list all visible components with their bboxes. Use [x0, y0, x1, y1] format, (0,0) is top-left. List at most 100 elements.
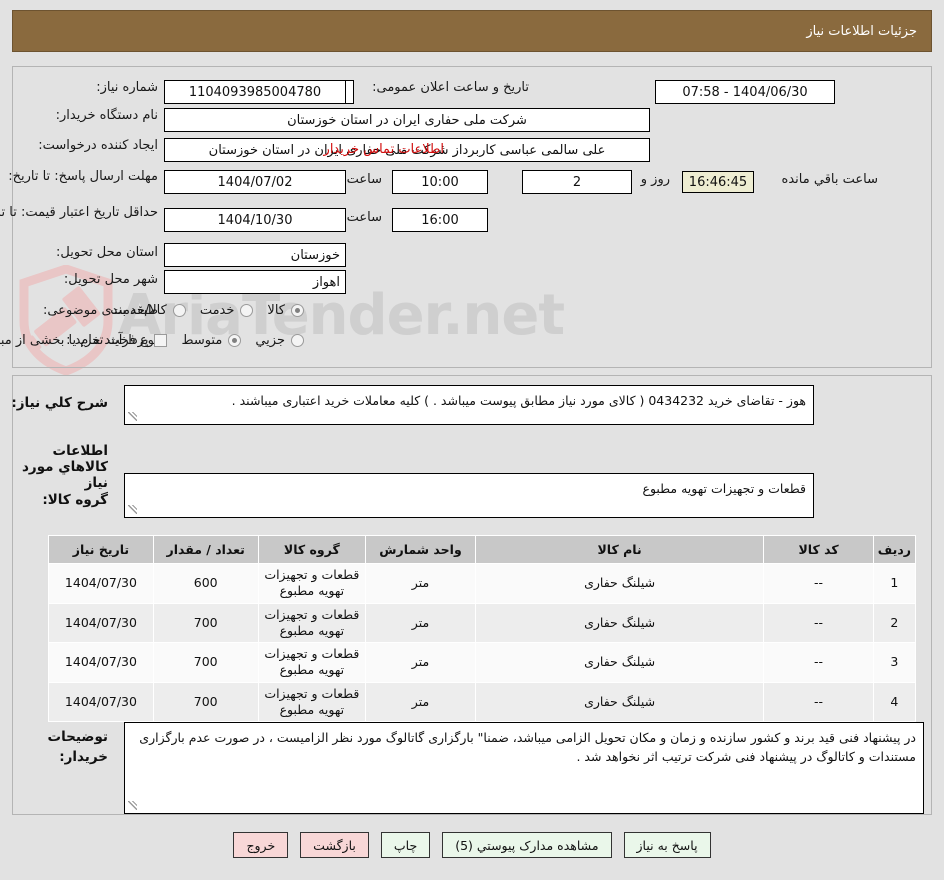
deadline-label: مهلت ارسال پاسخ: تا تاریخ:	[8, 169, 158, 184]
table-header-row: ردیف کد کالا نام کالا واحد شمارش گروه کا…	[48, 535, 917, 564]
goods-group-label: گروه کالا:	[42, 492, 108, 508]
table-row[interactable]: 4 -- شیلنگ حفاری متر قطعات و تجهیزات تهو…	[48, 681, 917, 722]
radio-category-kala-khedmat-label: کالا/خدمت	[110, 303, 167, 318]
checkbox-treasury-bonds[interactable]	[154, 334, 168, 347]
cell-radif: 4	[872, 681, 917, 722]
col-radif: ردیف	[872, 535, 917, 564]
cell-tarikh: 1404/07/30	[48, 681, 154, 722]
countdown-suffix-label: ساعت باقي مانده	[781, 172, 878, 187]
announce-date-label: تاریخ و ساعت اعلان عمومی:	[372, 80, 529, 95]
cell-vahed: متر	[365, 602, 476, 643]
radio-process-jozee-label: جزیي	[255, 333, 285, 348]
validity-hour-label: ساعت	[346, 210, 382, 225]
announce-date-field[interactable]: 1404/06/30 - 07:58	[655, 80, 835, 104]
requester-field[interactable]: علی سالمی عباسی کاربرداز شرکت ملی حفاری …	[164, 138, 650, 162]
action-buttons-bar: پاسخ به نیاز مشاهده مدارک پیوستي (5) چاپ…	[0, 832, 944, 858]
row-need-number: شماره نیاز:	[18, 80, 158, 95]
cell-goroh: قطعات و تجهیزات تهویه مطبوع	[257, 642, 367, 683]
requester-label: ایجاد کننده درخواست:	[38, 138, 158, 153]
print-button[interactable]: چاپ	[380, 832, 431, 858]
radio-category-khedmat[interactable]	[240, 304, 254, 317]
deadline-date-field[interactable]: 1404/07/02	[164, 170, 346, 194]
buyer-notes-textarea[interactable]: در پیشنهاد فنی قید برند و کشور سازنده و …	[124, 722, 924, 814]
col-nam-kala: نام کالا	[474, 535, 765, 564]
buyer-org-label: نام دستگاه خریدار:	[55, 108, 158, 123]
cell-radif: 3	[872, 642, 917, 683]
validity-date-field[interactable]: 1404/10/30	[164, 208, 346, 232]
row-deadline: مهلت ارسال پاسخ: تا تاریخ:	[8, 168, 158, 186]
deadline-hour-field[interactable]: 10:00	[392, 170, 488, 194]
row-requester: ایجاد کننده درخواست:	[18, 138, 158, 153]
description-label: شرح کلي نیاز:	[11, 395, 108, 411]
buyer-contact-link[interactable]: اطلاعات تماس خریدار	[323, 142, 444, 157]
table-row[interactable]: 1 -- شیلنگ حفاری متر قطعات و تجهیزات تهو…	[48, 563, 917, 604]
cell-goroh: قطعات و تجهیزات تهویه مطبوع	[257, 681, 367, 722]
deadline-hour-label: ساعت	[346, 172, 382, 187]
table-row[interactable]: 3 -- شیلنگ حفاری متر قطعات و تجهیزات تهو…	[48, 642, 917, 683]
need-info-panel	[12, 66, 932, 368]
need-details-panel	[12, 375, 932, 815]
cell-tedad: 600	[152, 563, 259, 604]
cell-nam-kala: شیلنگ حفاری	[474, 681, 765, 722]
description-textarea[interactable]: هوز - تقاضای خرید 0434232 ( کالای مورد ن…	[124, 385, 814, 425]
countdown-timer: 16:46:45	[682, 171, 754, 193]
radio-category-khedmat-label: خدمت	[199, 303, 235, 318]
row-buyer-org: نام دستگاه خریدار:	[18, 108, 158, 123]
cell-tarikh: 1404/07/30	[48, 602, 154, 643]
need-number-label: شماره نیاز:	[96, 80, 158, 95]
row-validity: حداقل تاریخ اعتبار قیمت: تا تاریخ:	[0, 204, 158, 222]
province-label: استان محل تحویل:	[56, 245, 158, 260]
goods-section-heading: اطلاعات کالاهاي مورد نیاز	[22, 443, 108, 491]
need-number-field[interactable]: 1104093985004780	[164, 80, 346, 104]
remaining-days-field[interactable]: 2	[522, 170, 632, 194]
cell-vahed: متر	[365, 681, 476, 722]
cell-kod-kala: --	[763, 681, 874, 722]
cell-nam-kala: شیلنگ حفاری	[474, 563, 765, 604]
respond-to-need-button[interactable]: پاسخ به نیاز	[623, 832, 711, 858]
cell-kod-kala: --	[763, 602, 874, 643]
back-button[interactable]: بازگشت	[300, 832, 369, 858]
cell-tedad: 700	[152, 642, 259, 683]
cell-nam-kala: شیلنگ حفاری	[474, 642, 765, 683]
province-field[interactable]: خوزستان	[164, 243, 346, 267]
exit-button[interactable]: خروج	[233, 832, 289, 858]
table-row[interactable]: 2 -- شیلنگ حفاری متر قطعات و تجهیزات تهو…	[48, 602, 917, 643]
goods-table: ردیف کد کالا نام کالا واحد شمارش گروه کا…	[48, 535, 917, 722]
announce-date-label-wrap: تاریخ و ساعت اعلان عمومی:	[372, 80, 529, 95]
cell-nam-kala: شیلنگ حفاری	[474, 602, 765, 643]
buyer-org-field[interactable]: شرکت ملی حفاری ایران در استان خوزستان	[164, 108, 650, 132]
category-radio-group: کالا خدمت کالا/خدمت	[100, 303, 308, 318]
radio-category-kala[interactable]	[291, 304, 304, 317]
validity-label: حداقل تاریخ اعتبار قیمت: تا تاریخ:	[0, 205, 158, 220]
radio-category-kala-khedmat[interactable]	[172, 304, 186, 317]
city-label: شهر محل تحویل:	[63, 272, 158, 287]
col-kod-kala: کد کالا	[763, 535, 874, 564]
radio-process-motevaset-label: متوسط	[181, 333, 223, 348]
cell-goroh: قطعات و تجهیزات تهویه مطبوع	[257, 602, 367, 643]
radio-category-kala-label: کالا	[267, 303, 285, 318]
goods-group-textarea[interactable]: قطعات و تجهیزات تهویه مطبوع	[124, 473, 814, 518]
cell-tarikh: 1404/07/30	[48, 642, 154, 683]
window-title-bar: جزئیات اطلاعات نیاز	[12, 10, 932, 52]
cell-tedad: 700	[152, 681, 259, 722]
view-attachments-button[interactable]: مشاهده مدارک پیوستي (5)	[442, 832, 612, 858]
cell-goroh: قطعات و تجهیزات تهویه مطبوع	[257, 563, 367, 604]
radio-process-jozee[interactable]	[291, 334, 304, 347]
validity-hour-field[interactable]: 16:00	[392, 208, 488, 232]
cell-radif: 1	[872, 563, 917, 604]
col-tarikh: تاریخ نیاز	[48, 535, 154, 564]
row-province: استان محل تحویل:	[18, 245, 158, 260]
days-label: روز و	[640, 172, 670, 187]
col-goroh: گروه کالا	[257, 535, 367, 564]
radio-process-motevaset[interactable]	[228, 334, 242, 347]
cell-kod-kala: --	[763, 563, 874, 604]
cell-vahed: متر	[365, 563, 476, 604]
city-field[interactable]: اهواز	[164, 270, 346, 294]
col-tedad: تعداد / مقدار	[152, 535, 259, 564]
cell-vahed: متر	[365, 642, 476, 683]
buyer-notes-label: توضیحات خریدار:	[47, 729, 108, 765]
page-title: جزئیات اطلاعات نیاز	[806, 23, 917, 39]
row-city: شهر محل تحویل:	[18, 272, 158, 287]
cell-tedad: 700	[152, 602, 259, 643]
cell-kod-kala: --	[763, 642, 874, 683]
